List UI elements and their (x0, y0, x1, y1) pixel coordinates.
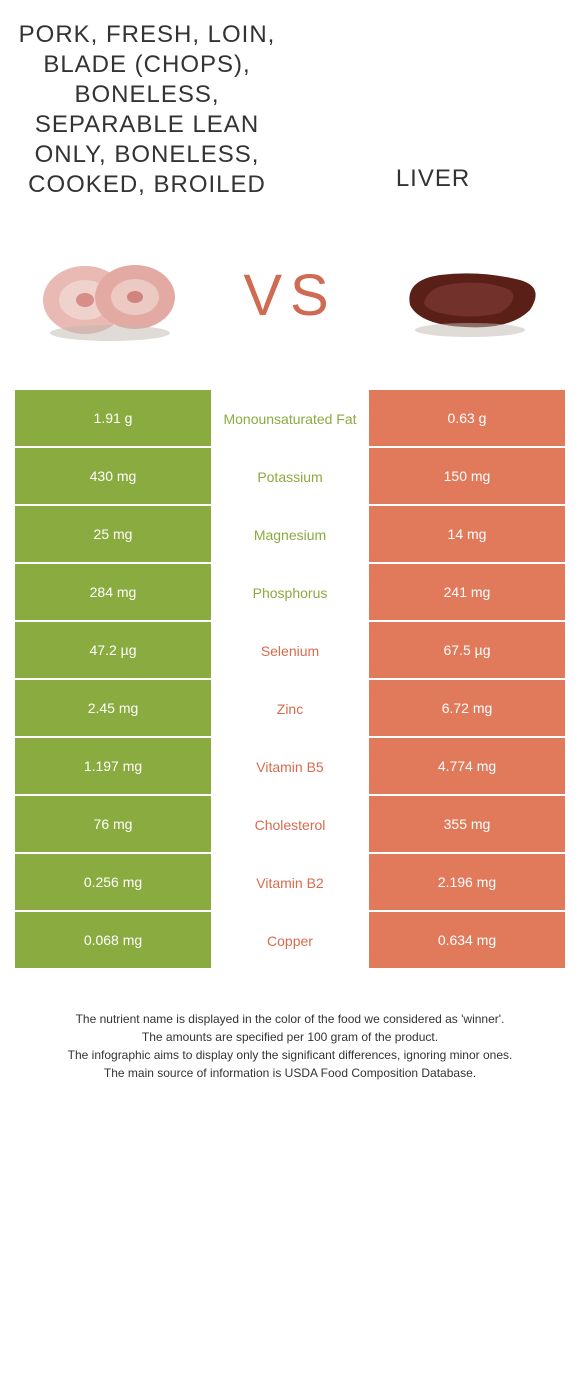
table-row: 76 mgCholesterol355 mg (15, 796, 565, 854)
cell-nutrient-name: Monounsaturated Fat (213, 390, 367, 448)
cell-nutrient-name: Zinc (213, 680, 367, 738)
food-title-right: LIVER (301, 20, 565, 200)
nutrient-table: 1.91 gMonounsaturated Fat0.63 g430 mgPot… (15, 390, 565, 970)
cell-left-value: 2.45 mg (15, 680, 213, 738)
table-row: 2.45 mgZinc6.72 mg (15, 680, 565, 738)
cell-nutrient-name: Vitamin B5 (213, 738, 367, 796)
footer-line: The infographic aims to display only the… (25, 1046, 555, 1064)
cell-nutrient-name: Selenium (213, 622, 367, 680)
cell-right-value: 67.5 µg (367, 622, 565, 680)
vs-row: VS (15, 240, 565, 350)
header: PORK, FRESH, LOIN, BLADE (CHOPS), BONELE… (15, 20, 565, 200)
table-row: 0.068 mgCopper0.634 mg (15, 912, 565, 970)
cell-left-value: 0.068 mg (15, 912, 213, 970)
food-image-left (25, 240, 195, 350)
cell-nutrient-name: Vitamin B2 (213, 854, 367, 912)
food-title-left: PORK, FRESH, LOIN, BLADE (CHOPS), BONELE… (15, 20, 279, 200)
cell-nutrient-name: Phosphorus (213, 564, 367, 622)
footer-notes: The nutrient name is displayed in the co… (15, 1010, 565, 1082)
cell-left-value: 25 mg (15, 506, 213, 564)
vs-label: VS (243, 262, 336, 329)
cell-nutrient-name: Potassium (213, 448, 367, 506)
footer-line: The main source of information is USDA F… (25, 1064, 555, 1082)
food-image-right (385, 240, 555, 350)
cell-left-value: 76 mg (15, 796, 213, 854)
table-row: 1.91 gMonounsaturated Fat0.63 g (15, 390, 565, 448)
cell-right-value: 241 mg (367, 564, 565, 622)
cell-nutrient-name: Magnesium (213, 506, 367, 564)
cell-nutrient-name: Copper (213, 912, 367, 970)
cell-left-value: 284 mg (15, 564, 213, 622)
cell-right-value: 355 mg (367, 796, 565, 854)
table-row: 25 mgMagnesium14 mg (15, 506, 565, 564)
cell-right-value: 14 mg (367, 506, 565, 564)
table-row: 1.197 mgVitamin B54.774 mg (15, 738, 565, 796)
table-row: 0.256 mgVitamin B22.196 mg (15, 854, 565, 912)
cell-right-value: 4.774 mg (367, 738, 565, 796)
cell-left-value: 0.256 mg (15, 854, 213, 912)
table-row: 284 mgPhosphorus241 mg (15, 564, 565, 622)
cell-right-value: 0.63 g (367, 390, 565, 448)
cell-nutrient-name: Cholesterol (213, 796, 367, 854)
cell-right-value: 6.72 mg (367, 680, 565, 738)
footer-line: The amounts are specified per 100 gram o… (25, 1028, 555, 1046)
cell-left-value: 430 mg (15, 448, 213, 506)
table-row: 47.2 µgSelenium67.5 µg (15, 622, 565, 680)
cell-right-value: 150 mg (367, 448, 565, 506)
cell-left-value: 1.91 g (15, 390, 213, 448)
cell-right-value: 0.634 mg (367, 912, 565, 970)
footer-line: The nutrient name is displayed in the co… (25, 1010, 555, 1028)
cell-left-value: 1.197 mg (15, 738, 213, 796)
cell-left-value: 47.2 µg (15, 622, 213, 680)
cell-right-value: 2.196 mg (367, 854, 565, 912)
table-row: 430 mgPotassium150 mg (15, 448, 565, 506)
